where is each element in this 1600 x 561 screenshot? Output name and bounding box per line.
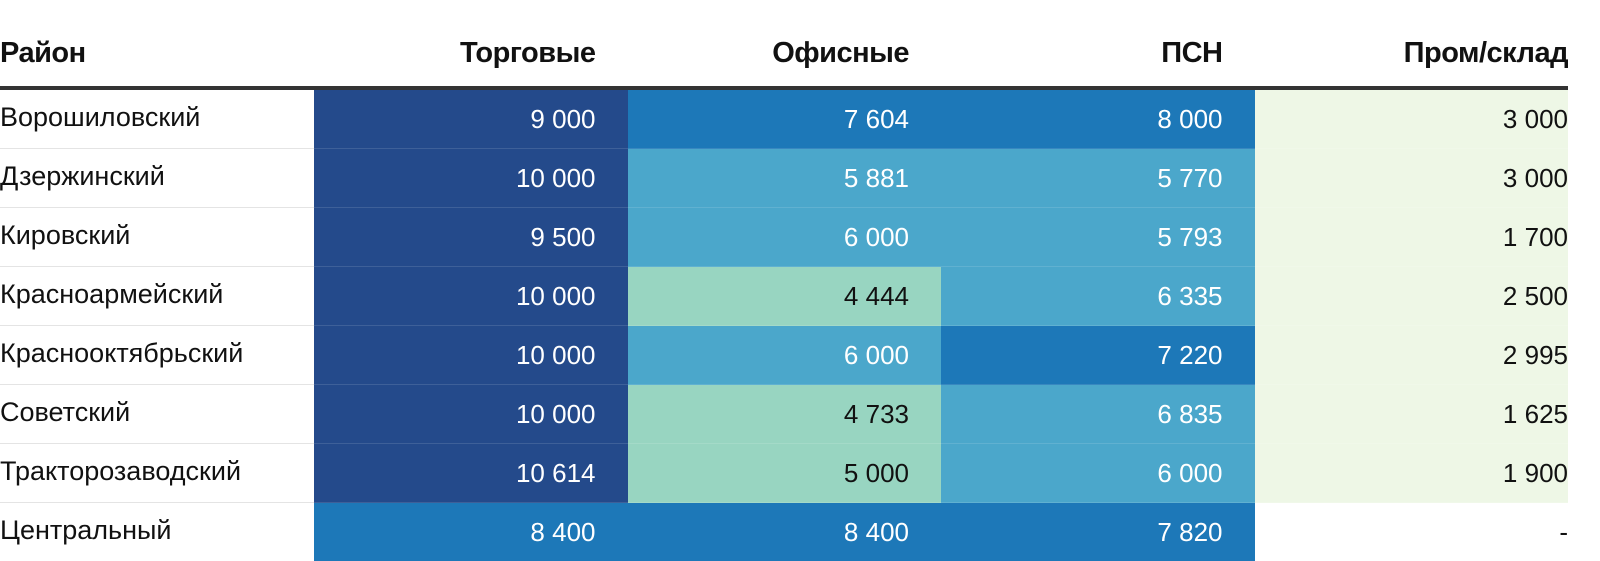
row-label-district: Советский <box>0 385 314 444</box>
heatmap-cell: 8 400 <box>314 503 628 561</box>
row-label-district: Дзержинский <box>0 149 314 208</box>
heatmap-cell: 5 881 <box>628 149 942 208</box>
heatmap-cell: 7 604 <box>628 88 942 149</box>
heatmap-cell: 9 000 <box>314 88 628 149</box>
heatmap-cell: 1 625 <box>1255 385 1569 444</box>
heatmap-cell: 1 900 <box>1255 444 1569 503</box>
heatmap-cell: 8 400 <box>628 503 942 561</box>
column-header-free-purpose: ПСН <box>941 20 1255 88</box>
heatmap-cell: 10 000 <box>314 149 628 208</box>
row-label-district: Центральный <box>0 503 314 561</box>
heatmap-cell: 10 614 <box>314 444 628 503</box>
heatmap-cell: 6 000 <box>628 208 942 267</box>
heatmap-cell: 2 500 <box>1255 267 1569 326</box>
heatmap-cell: 6 335 <box>941 267 1255 326</box>
row-label-district: Краснооктябрьский <box>0 326 314 385</box>
heatmap-table: Район Торговые Офисные ПСН Пром/склад Во… <box>0 20 1568 561</box>
heatmap-cell: 3 000 <box>1255 149 1569 208</box>
heatmap-cell: 7 220 <box>941 326 1255 385</box>
heatmap-cell: 5 770 <box>941 149 1255 208</box>
heatmap-cell: 5 000 <box>628 444 942 503</box>
heatmap-cell: 10 000 <box>314 267 628 326</box>
heatmap-cell: 4 444 <box>628 267 942 326</box>
row-label-district: Тракторозаводский <box>0 444 314 503</box>
row-label-district: Кировский <box>0 208 314 267</box>
column-header-industrial-warehouse: Пром/склад <box>1255 20 1569 88</box>
row-label-district: Ворошиловский <box>0 88 314 149</box>
column-header-retail: Торговые <box>314 20 628 88</box>
heatmap-cell: 8 000 <box>941 88 1255 149</box>
column-header-office: Офисные <box>628 20 942 88</box>
heatmap-cell: 1 700 <box>1255 208 1569 267</box>
heatmap-cell: 7 820 <box>941 503 1255 561</box>
heatmap-cell: 2 995 <box>1255 326 1569 385</box>
header-row: Район Торговые Офисные ПСН Пром/склад <box>0 20 1568 88</box>
heatmap-cell: 6 000 <box>941 444 1255 503</box>
heatmap-cell: 10 000 <box>314 385 628 444</box>
heatmap-cell: 6 000 <box>628 326 942 385</box>
heatmap-cell: 3 000 <box>1255 88 1569 149</box>
column-header-district: Район <box>0 20 314 88</box>
heatmap-cell: 10 000 <box>314 326 628 385</box>
heatmap-cell: 9 500 <box>314 208 628 267</box>
row-label-district: Красноармейский <box>0 267 314 326</box>
heatmap-cell: 5 793 <box>941 208 1255 267</box>
heatmap-cell: 4 733 <box>628 385 942 444</box>
heatmap-cell: - <box>1255 503 1569 561</box>
heatmap-cell: 6 835 <box>941 385 1255 444</box>
